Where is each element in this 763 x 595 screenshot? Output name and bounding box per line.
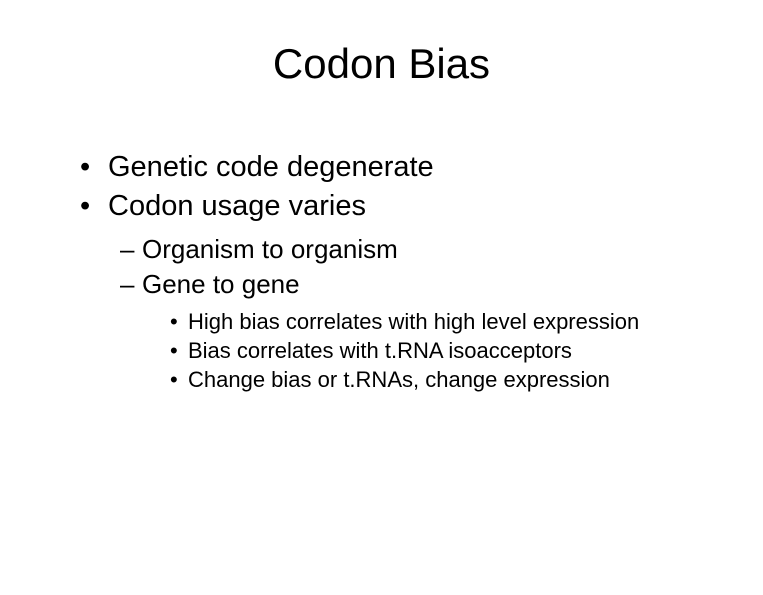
slide-container: Codon Bias • Genetic code degenerate • C… bbox=[0, 0, 763, 595]
bullet-text: High bias correlates with high level exp… bbox=[188, 308, 639, 337]
bullet-marker-l3: • bbox=[170, 308, 188, 337]
bullet-text: Codon usage varies bbox=[108, 187, 366, 226]
bullet-level1: • Genetic code degenerate bbox=[80, 148, 703, 187]
bullet-level1: • Codon usage varies bbox=[80, 187, 703, 226]
slide-content: • Genetic code degenerate • Codon usage … bbox=[60, 148, 703, 394]
bullet-level3: • Bias correlates with t.RNA isoacceptor… bbox=[80, 337, 703, 366]
bullet-group-l2: – Organism to organism – Gene to gene bbox=[80, 232, 703, 302]
bullet-level3: • Change bias or t.RNAs, change expressi… bbox=[80, 366, 703, 395]
bullet-level2: – Gene to gene bbox=[80, 267, 703, 302]
bullet-level2: – Organism to organism bbox=[80, 232, 703, 267]
bullet-text: Organism to organism bbox=[142, 232, 398, 267]
bullet-text: Gene to gene bbox=[142, 267, 300, 302]
bullet-group-l3: • High bias correlates with high level e… bbox=[80, 308, 703, 394]
bullet-marker-l2: – bbox=[120, 232, 142, 267]
bullet-marker-l1: • bbox=[80, 187, 108, 226]
bullet-text: Change bias or t.RNAs, change expression bbox=[188, 366, 610, 395]
slide-title: Codon Bias bbox=[60, 40, 703, 88]
bullet-text: Bias correlates with t.RNA isoacceptors bbox=[188, 337, 572, 366]
bullet-text: Genetic code degenerate bbox=[108, 148, 434, 187]
bullet-marker-l2: – bbox=[120, 267, 142, 302]
bullet-marker-l1: • bbox=[80, 148, 108, 187]
bullet-level3: • High bias correlates with high level e… bbox=[80, 308, 703, 337]
bullet-marker-l3: • bbox=[170, 337, 188, 366]
bullet-marker-l3: • bbox=[170, 366, 188, 395]
